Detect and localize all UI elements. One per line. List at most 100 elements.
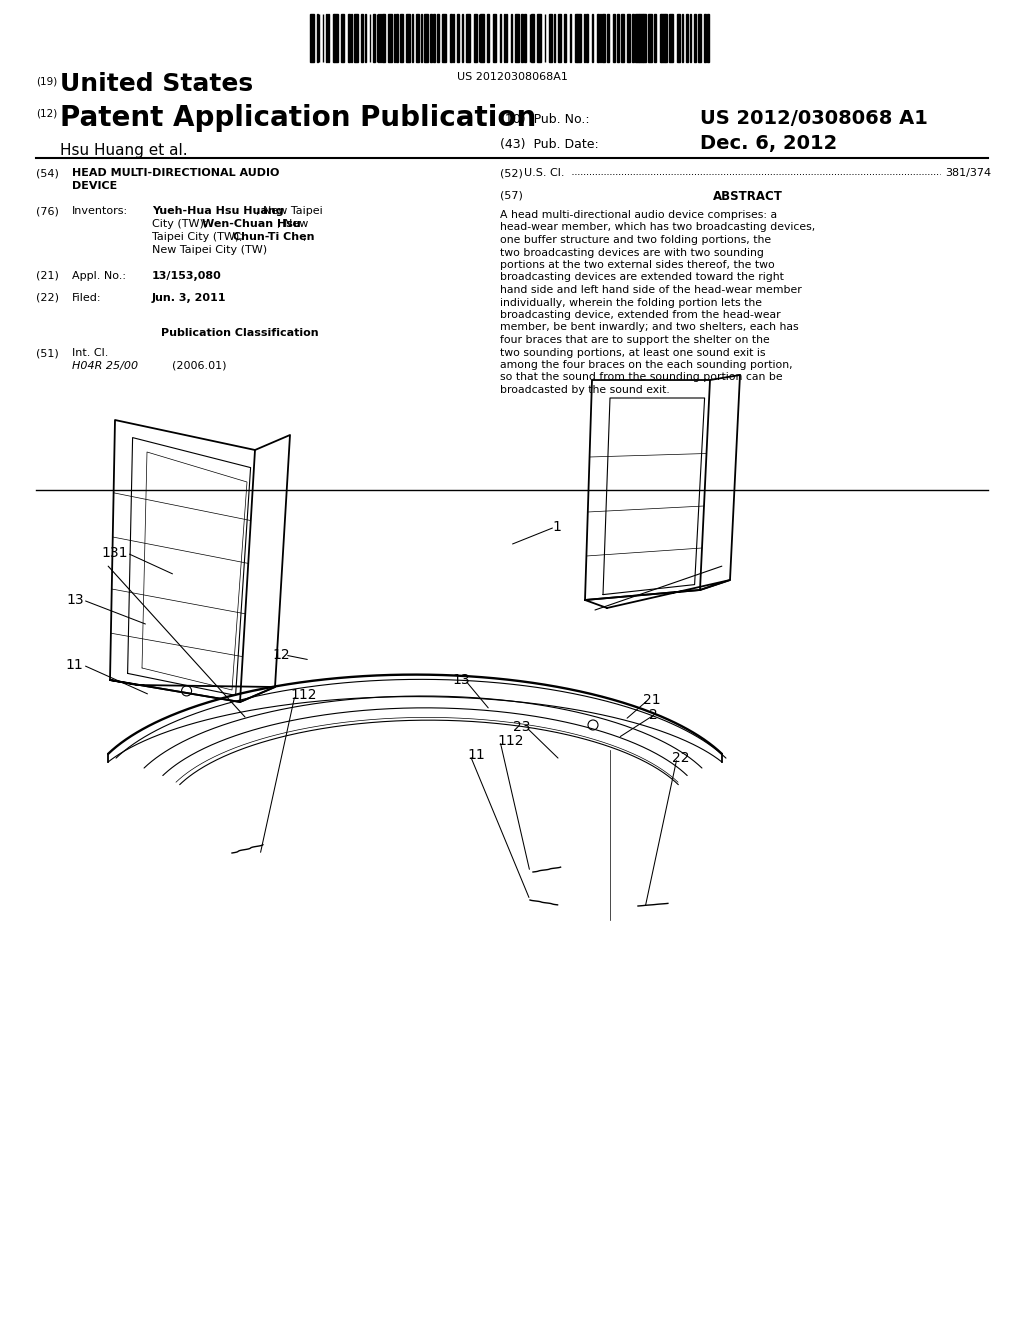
Bar xyxy=(474,15,477,62)
Text: 112: 112 xyxy=(290,688,316,702)
Text: US 2012/0308068 A1: US 2012/0308068 A1 xyxy=(700,110,928,128)
Bar xyxy=(504,15,505,62)
Bar xyxy=(698,15,700,62)
Text: (52): (52) xyxy=(500,168,523,178)
Text: Chun-Ti Chen: Chun-Ti Chen xyxy=(233,232,314,242)
Text: (76): (76) xyxy=(36,206,58,216)
Text: A head multi-directional audio device comprises: a: A head multi-directional audio device co… xyxy=(500,210,777,220)
Bar xyxy=(421,15,422,62)
Bar xyxy=(670,15,673,62)
Text: (54): (54) xyxy=(36,168,58,178)
Text: four braces that are to support the shelter on the: four braces that are to support the shel… xyxy=(500,335,770,345)
Bar xyxy=(453,15,455,62)
Text: (12): (12) xyxy=(36,108,57,117)
Bar xyxy=(354,15,357,62)
Bar xyxy=(602,15,605,62)
Text: Int. Cl.: Int. Cl. xyxy=(72,348,109,358)
Bar xyxy=(450,15,452,62)
Text: 11: 11 xyxy=(467,748,484,762)
Bar xyxy=(521,15,523,62)
Text: Hsu Huang et al.: Hsu Huang et al. xyxy=(60,143,187,158)
Text: (19): (19) xyxy=(36,77,57,86)
Bar xyxy=(515,15,518,62)
Bar xyxy=(575,15,577,62)
Text: ABSTRACT: ABSTRACT xyxy=(713,190,783,203)
Text: 381/374: 381/374 xyxy=(945,168,991,178)
Bar xyxy=(586,15,589,62)
Text: 21: 21 xyxy=(643,693,660,708)
Text: Wen-Chuan Hsu: Wen-Chuan Hsu xyxy=(202,219,300,228)
Bar xyxy=(394,15,395,62)
Bar xyxy=(707,15,710,62)
Text: (10)  Pub. No.:: (10) Pub. No.: xyxy=(500,114,590,125)
Bar xyxy=(441,15,445,62)
Bar xyxy=(365,15,367,62)
Text: one buffer structure and two folding portions, the: one buffer structure and two folding por… xyxy=(500,235,771,246)
Text: portions at the two external sides thereof, the two: portions at the two external sides there… xyxy=(500,260,775,271)
Bar xyxy=(531,15,535,62)
Text: hand side and left hand side of the head-wear member: hand side and left hand side of the head… xyxy=(500,285,802,294)
Bar xyxy=(388,15,391,62)
Bar xyxy=(437,15,438,62)
Text: head-wear member, which has two broadcasting devices,: head-wear member, which has two broadcas… xyxy=(500,223,815,232)
Text: HEAD MULTI-DIRECTIONAL AUDIO: HEAD MULTI-DIRECTIONAL AUDIO xyxy=(72,168,280,178)
Bar xyxy=(416,15,419,62)
Bar xyxy=(612,15,615,62)
Bar xyxy=(424,15,428,62)
Bar xyxy=(643,15,646,62)
Bar xyxy=(400,15,403,62)
Bar xyxy=(334,15,338,62)
Bar xyxy=(487,15,488,62)
Bar xyxy=(406,15,410,62)
Text: 131: 131 xyxy=(101,546,128,560)
Text: 2: 2 xyxy=(649,708,657,722)
Text: Appl. No.:: Appl. No.: xyxy=(72,271,126,281)
Bar xyxy=(524,15,526,62)
Bar xyxy=(373,15,375,62)
Text: 23: 23 xyxy=(513,719,530,734)
Bar xyxy=(457,15,459,62)
Text: U.S. Cl.: U.S. Cl. xyxy=(524,168,564,178)
Text: , New Taipei: , New Taipei xyxy=(256,206,324,216)
Text: (57): (57) xyxy=(500,190,523,201)
Bar xyxy=(500,15,502,62)
Text: City (TW);: City (TW); xyxy=(152,219,211,228)
Bar xyxy=(341,15,344,62)
Bar xyxy=(677,15,680,62)
Bar xyxy=(396,15,398,62)
Text: ,: , xyxy=(303,232,306,242)
Text: Taipei City (TW);: Taipei City (TW); xyxy=(152,232,247,242)
Bar xyxy=(564,15,566,62)
Text: New Taipei City (TW): New Taipei City (TW) xyxy=(152,246,267,255)
Bar xyxy=(616,15,620,62)
Text: individually, wherein the folding portion lets the: individually, wherein the folding portio… xyxy=(500,297,762,308)
Bar xyxy=(662,15,665,62)
Text: US 20120308068A1: US 20120308068A1 xyxy=(457,73,567,82)
Bar xyxy=(694,15,696,62)
Bar xyxy=(382,15,385,62)
Text: broadcasted by the sound exit.: broadcasted by the sound exit. xyxy=(500,385,670,395)
Text: Yueh-Hua Hsu Huang: Yueh-Hua Hsu Huang xyxy=(152,206,284,216)
Text: (22): (22) xyxy=(36,293,59,304)
Bar xyxy=(347,15,350,62)
Text: 11: 11 xyxy=(66,657,83,672)
Text: broadcasting devices are extended toward the right: broadcasting devices are extended toward… xyxy=(500,272,784,282)
Bar xyxy=(622,15,624,62)
Bar xyxy=(433,15,435,62)
Text: DEVICE: DEVICE xyxy=(72,181,118,191)
Bar xyxy=(480,15,484,62)
Text: (21): (21) xyxy=(36,271,58,281)
Bar xyxy=(554,15,555,62)
Bar xyxy=(361,15,362,62)
Text: 13: 13 xyxy=(67,593,84,607)
Bar xyxy=(686,15,688,62)
Text: Dec. 6, 2012: Dec. 6, 2012 xyxy=(700,135,838,153)
Bar xyxy=(466,15,470,62)
Bar xyxy=(689,15,691,62)
Bar xyxy=(666,15,667,62)
Text: (43)  Pub. Date:: (43) Pub. Date: xyxy=(500,139,599,150)
Bar xyxy=(538,15,542,62)
Text: 112: 112 xyxy=(497,734,523,748)
Text: 1: 1 xyxy=(552,520,561,535)
Bar xyxy=(430,15,432,62)
